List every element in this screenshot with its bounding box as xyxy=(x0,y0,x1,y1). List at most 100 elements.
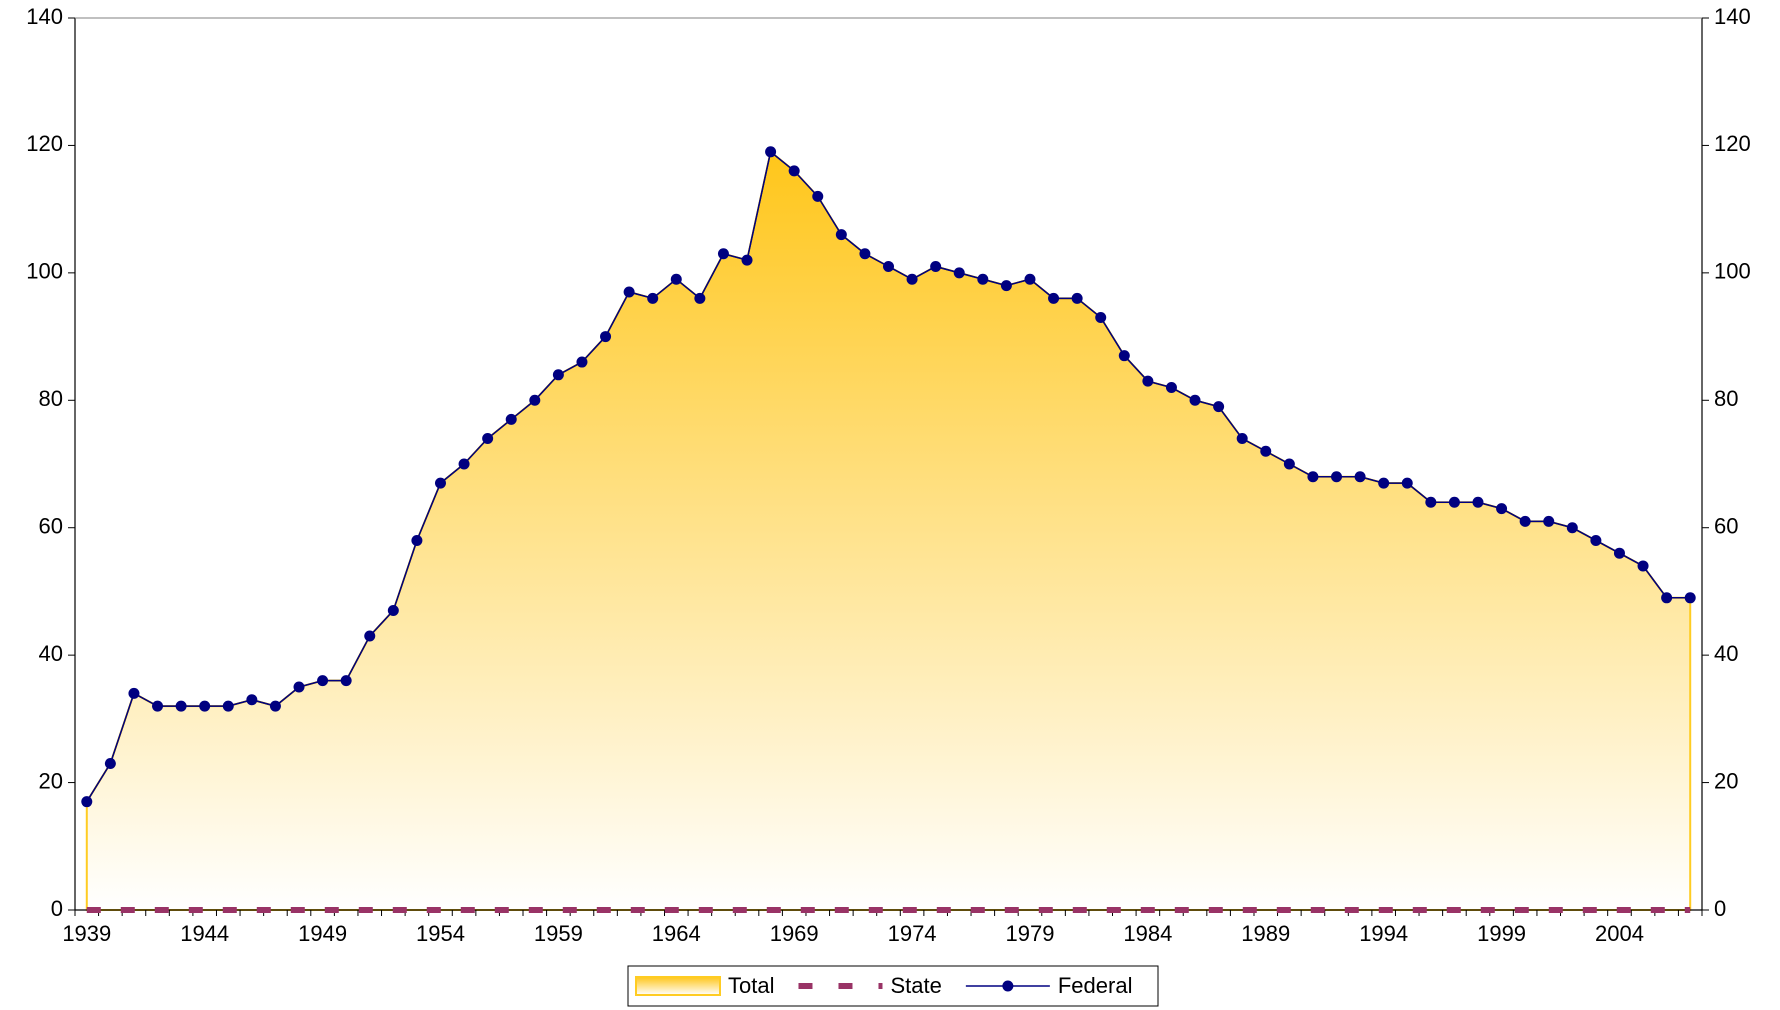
point xyxy=(104,757,116,769)
point xyxy=(128,687,140,699)
point xyxy=(1260,445,1272,457)
point xyxy=(1684,592,1696,604)
point xyxy=(1071,292,1083,304)
point xyxy=(1213,401,1225,413)
point xyxy=(1566,522,1578,534)
point xyxy=(552,369,564,381)
point xyxy=(1095,311,1107,323)
y-tick-label: 100 xyxy=(26,259,63,284)
legend-marker xyxy=(1002,980,1014,992)
point xyxy=(199,700,211,712)
point xyxy=(434,477,446,489)
point xyxy=(1637,560,1649,572)
x-tick-label: 1979 xyxy=(1006,921,1055,946)
point xyxy=(1519,515,1531,527)
point xyxy=(930,260,942,272)
point xyxy=(1543,515,1555,527)
y2-tick-label: 60 xyxy=(1714,514,1738,539)
y2-tick-label: 20 xyxy=(1714,768,1738,793)
point xyxy=(152,700,164,712)
point xyxy=(246,694,258,706)
point xyxy=(81,796,93,808)
y-tick-label: 40 xyxy=(39,641,63,666)
y-tick-label: 0 xyxy=(51,896,63,921)
point xyxy=(1613,547,1625,559)
point xyxy=(883,260,894,272)
point xyxy=(1590,534,1602,546)
y-tick-label: 20 xyxy=(39,768,63,793)
x-tick-label: 1999 xyxy=(1477,921,1526,946)
legend-label: Total xyxy=(728,973,774,998)
point xyxy=(906,273,918,285)
point xyxy=(529,394,541,406)
point xyxy=(977,273,989,285)
point xyxy=(717,248,729,260)
y-tick-label: 80 xyxy=(39,386,63,411)
point xyxy=(505,413,517,425)
point xyxy=(670,273,682,285)
point xyxy=(411,534,423,546)
x-tick-label: 1959 xyxy=(534,921,583,946)
point xyxy=(694,292,706,304)
point xyxy=(1165,382,1177,394)
point xyxy=(175,700,187,712)
y2-tick-label: 140 xyxy=(1714,4,1751,29)
x-tick-label: 1984 xyxy=(1123,921,1172,946)
point xyxy=(1048,292,1060,304)
y2-tick-label: 40 xyxy=(1714,641,1738,666)
point xyxy=(222,700,234,712)
y2-tick-label: 80 xyxy=(1714,386,1738,411)
point xyxy=(1661,592,1673,604)
point xyxy=(953,267,965,279)
x-tick-label: 1994 xyxy=(1359,921,1408,946)
point xyxy=(1448,496,1460,508)
legend-swatch xyxy=(635,976,721,996)
point xyxy=(269,700,281,712)
point xyxy=(1307,471,1319,483)
point xyxy=(1378,477,1390,489)
point xyxy=(600,331,612,343)
point xyxy=(387,605,399,617)
point xyxy=(1142,375,1154,387)
point xyxy=(765,146,777,158)
point xyxy=(741,254,753,266)
x-tick-label: 1949 xyxy=(298,921,347,946)
point xyxy=(812,190,824,202)
point xyxy=(1496,503,1508,515)
x-tick-label: 1964 xyxy=(652,921,701,946)
point xyxy=(1425,496,1437,508)
point xyxy=(317,675,329,687)
x-tick-label: 2004 xyxy=(1595,921,1644,946)
point xyxy=(1472,496,1484,508)
point xyxy=(576,356,588,368)
point xyxy=(1000,280,1012,292)
point xyxy=(293,681,305,693)
point xyxy=(859,248,871,260)
point xyxy=(1354,471,1366,483)
x-tick-label: 1954 xyxy=(416,921,465,946)
legend-label: State xyxy=(890,973,941,998)
point xyxy=(1024,273,1036,285)
x-tick-label: 1939 xyxy=(62,921,111,946)
point xyxy=(1118,350,1130,362)
y2-tick-label: 120 xyxy=(1714,131,1751,156)
point xyxy=(340,675,352,687)
point xyxy=(364,630,376,642)
x-tick-label: 1969 xyxy=(770,921,819,946)
y2-tick-label: 100 xyxy=(1714,259,1751,284)
legend-label: Federal xyxy=(1058,973,1133,998)
y2-tick-label: 0 xyxy=(1714,896,1726,921)
y-tick-label: 120 xyxy=(26,131,63,156)
point xyxy=(1189,394,1201,406)
point xyxy=(1331,471,1343,483)
point xyxy=(458,458,470,470)
point xyxy=(835,229,847,241)
y-tick-label: 60 xyxy=(39,514,63,539)
point xyxy=(1283,458,1295,470)
y-tick-label: 140 xyxy=(26,4,63,29)
point xyxy=(1401,477,1413,489)
point xyxy=(482,433,494,445)
x-tick-label: 1944 xyxy=(180,921,229,946)
